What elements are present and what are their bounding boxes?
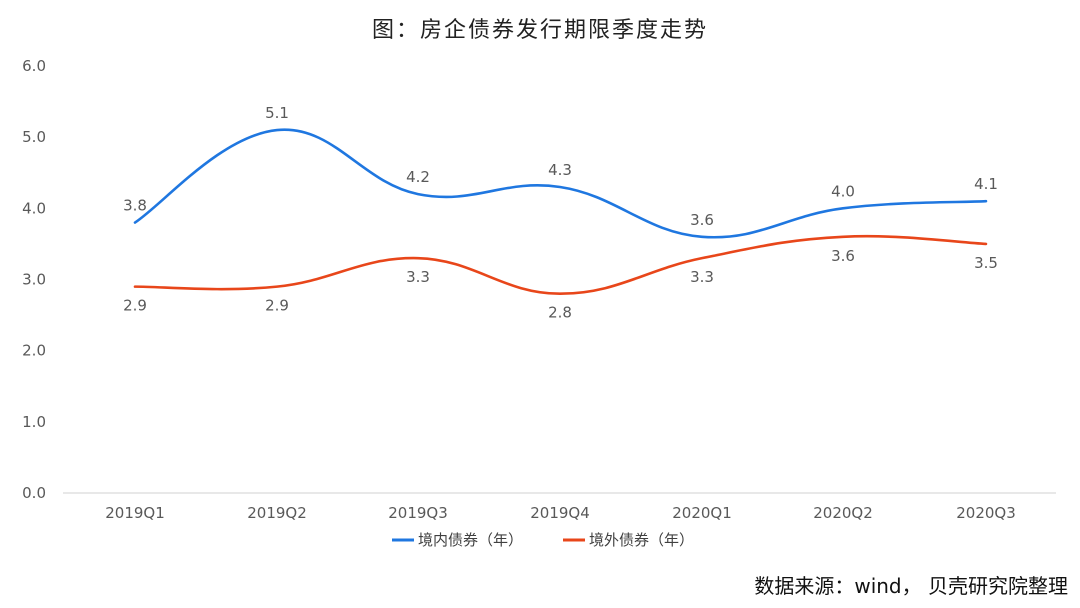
x-tick-label: 2019Q1 xyxy=(105,504,165,522)
data-label: 3.5 xyxy=(974,254,998,272)
legend-label-2: 境外债券（年） xyxy=(589,531,694,549)
x-tick-label: 2019Q4 xyxy=(530,504,590,522)
data-label: 4.3 xyxy=(548,161,572,179)
y-tick-label: 0.0 xyxy=(22,484,46,502)
legend: 境内债券（年） 境外债券（年） xyxy=(392,531,694,549)
data-labels: 3.8 5.1 4.2 4.3 3.6 4.0 4.1 2.9 2.9 3.3 2.8 3.3 3.6 3… xyxy=(123,104,998,322)
chart-title: 图：房企债券发行期限季度走势 xyxy=(371,18,708,43)
y-tick-label: 6.0 xyxy=(22,57,46,75)
x-tick-label: 2020Q3 xyxy=(956,504,1016,522)
data-label: 2.8 xyxy=(548,304,572,322)
x-tick-label: 2019Q3 xyxy=(388,504,448,522)
source-note: 数据来源：wind， 贝壳研究院整理 xyxy=(754,574,1068,598)
data-label: 3.3 xyxy=(690,268,714,286)
data-label: 5.1 xyxy=(265,104,289,122)
data-label: 3.6 xyxy=(831,247,855,265)
y-tick-label: 1.0 xyxy=(22,413,46,431)
x-tick-label: 2020Q2 xyxy=(813,504,873,522)
y-tick-label: 4.0 xyxy=(22,199,46,217)
x-tick-label: 2019Q2 xyxy=(247,504,307,522)
data-label: 2.9 xyxy=(123,297,147,315)
data-label: 3.3 xyxy=(406,268,430,286)
x-tick-label: 2020Q1 xyxy=(672,504,732,522)
data-label: 3.6 xyxy=(690,211,714,229)
y-tick-label: 5.0 xyxy=(22,128,46,146)
series-line-2 xyxy=(133,234,988,296)
legend-label-1: 境内债券（年） xyxy=(418,531,523,549)
series-line-1 xyxy=(133,128,988,239)
y-tick-label: 3.0 xyxy=(22,271,46,289)
y-tick-label: 2.0 xyxy=(22,342,46,360)
axes: 0.0 1.0 2.0 3.0 4.0 5.0 6.0 2019Q1 2019Q2 2019Q3 2… xyxy=(22,57,1056,522)
data-label: 4.1 xyxy=(974,175,998,193)
data-label: 4.0 xyxy=(831,182,855,200)
data-label: 3.8 xyxy=(123,197,147,215)
series-group xyxy=(133,128,988,296)
data-label: 4.2 xyxy=(406,168,430,186)
data-label: 2.9 xyxy=(265,297,289,315)
